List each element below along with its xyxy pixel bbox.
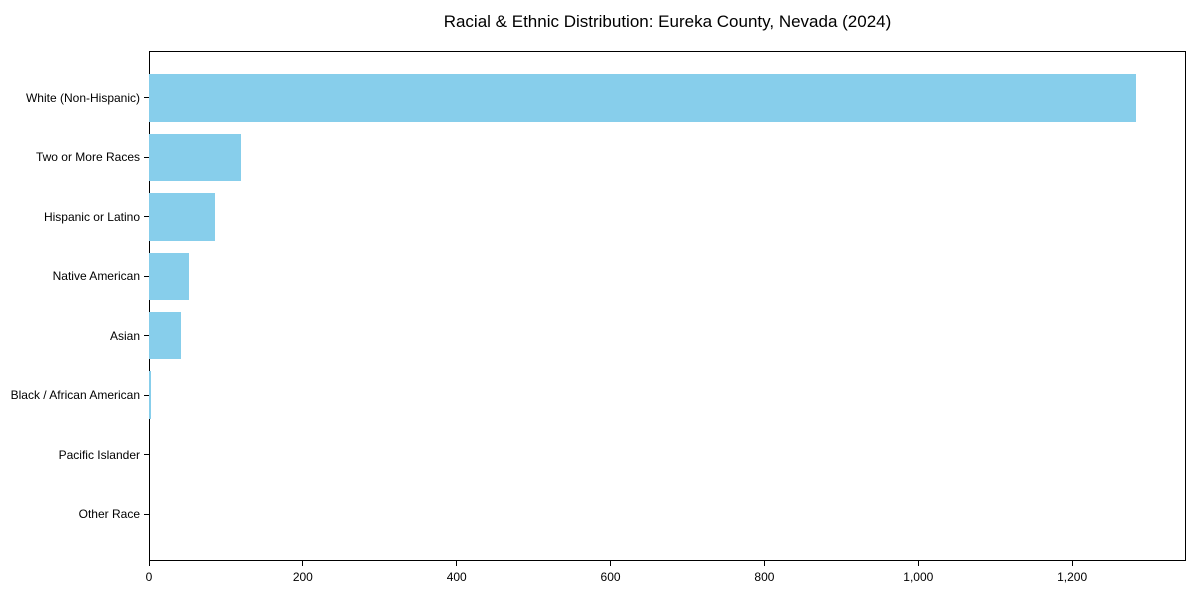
bar <box>149 133 241 182</box>
x-axis-tick <box>763 561 765 566</box>
x-axis-tick <box>917 561 919 566</box>
x-axis-tick <box>1071 561 1073 566</box>
y-tick-label: Asian <box>109 328 140 343</box>
x-tick-label: 0 <box>145 570 153 584</box>
y-axis-tick <box>144 275 149 277</box>
plot-area <box>149 51 1186 561</box>
x-axis-tick <box>148 561 150 566</box>
x-tick-label: 600 <box>600 570 621 584</box>
bar <box>149 371 151 419</box>
bar <box>149 252 189 301</box>
y-axis-tick <box>144 216 149 218</box>
x-axis-tick <box>610 561 612 566</box>
y-tick-label: Hispanic or Latino <box>43 209 140 224</box>
y-axis-tick <box>144 513 149 515</box>
y-tick-label: Two or More Races <box>35 150 140 165</box>
bar <box>149 311 182 360</box>
y-tick-label: Black / African American <box>10 388 140 403</box>
y-axis-tick <box>144 335 149 337</box>
x-axis-tick <box>456 561 458 566</box>
x-axis-tick <box>302 561 304 566</box>
y-axis-tick <box>144 454 149 456</box>
y-tick-label: Native American <box>52 269 140 284</box>
y-axis-tick <box>144 97 149 99</box>
y-tick-label: Other Race <box>78 507 140 522</box>
x-tick-label: 1,200 <box>1057 570 1088 584</box>
x-tick-label: 1,000 <box>903 570 934 584</box>
y-axis-tick <box>144 394 149 396</box>
x-tick-label: 800 <box>754 570 775 584</box>
bar <box>149 193 216 241</box>
y-axis-tick <box>144 156 149 158</box>
x-tick-label: 200 <box>292 570 313 584</box>
y-tick-label: White (Non-Hispanic) <box>25 90 140 105</box>
x-tick-label: 400 <box>446 570 467 584</box>
chart-title: Racial & Ethnic Distribution: Eureka Cou… <box>443 12 892 31</box>
bar <box>149 74 1136 122</box>
y-tick-label: Pacific Islander <box>58 447 140 462</box>
